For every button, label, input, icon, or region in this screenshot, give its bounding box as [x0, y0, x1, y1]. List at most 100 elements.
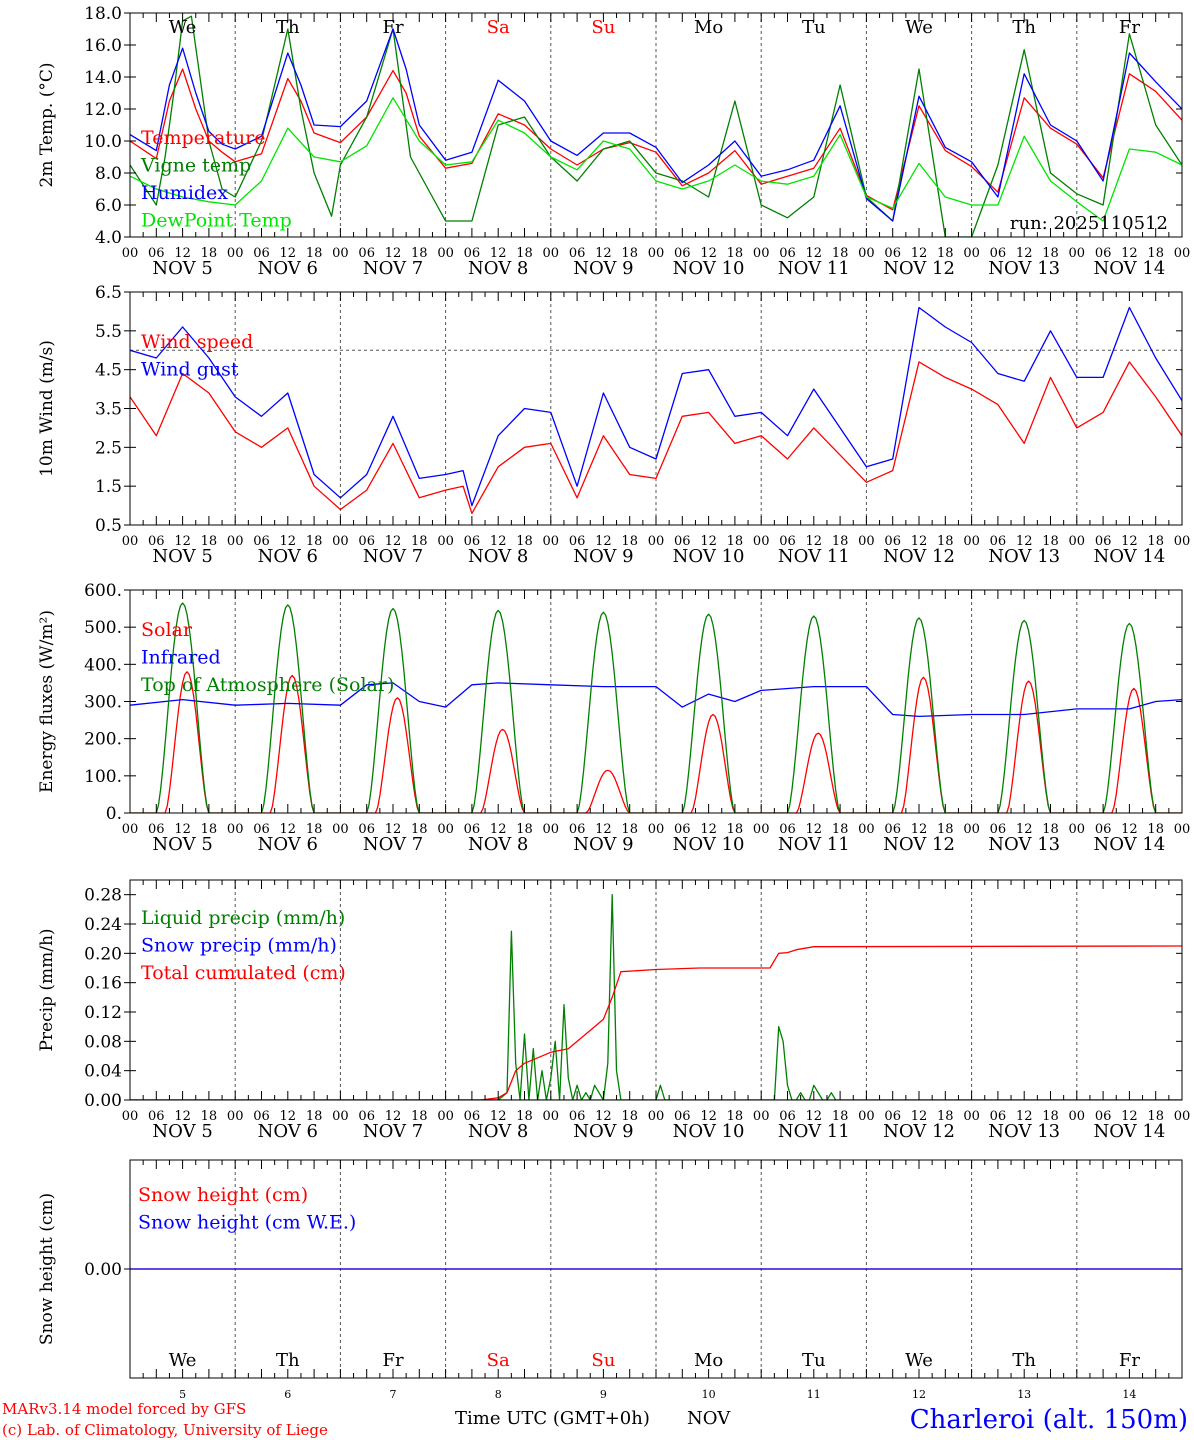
hour-label: 00: [753, 534, 770, 549]
hour-label: 06: [990, 534, 1007, 549]
hour-label: 12: [1121, 822, 1138, 837]
hour-label: 12: [911, 534, 928, 549]
hour-label: 18: [937, 534, 954, 549]
hour-label: 12: [595, 822, 612, 837]
date-label: NOV 9: [573, 258, 633, 279]
date-label: NOV 9: [573, 834, 633, 855]
hour-label: 06: [779, 822, 796, 837]
hour-label: 06: [358, 534, 375, 549]
hour-label: 00: [1174, 1109, 1191, 1124]
legend-entry: Total cumulated (cm): [141, 962, 346, 984]
legend-entry: Snow height (cm W.E.): [138, 1212, 356, 1234]
hour-label: 18: [306, 1109, 323, 1124]
hour-label: 00: [227, 1109, 244, 1124]
hour-label: 12: [911, 822, 928, 837]
y-tick-label: 3.5: [95, 400, 122, 420]
hour-label: 00: [332, 246, 349, 261]
hour-label: 06: [884, 534, 901, 549]
hour-label: 18: [1042, 1109, 1059, 1124]
hour-label: 00: [437, 822, 454, 837]
hour-label: 00: [1174, 534, 1191, 549]
legend-entry: Liquid precip (mm/h): [141, 907, 345, 929]
hour-label: 00: [963, 246, 980, 261]
date-label: NOV 9: [573, 546, 633, 567]
hour-label: 06: [148, 246, 165, 261]
y-tick-label: 5.5: [95, 322, 122, 342]
hour-label: 06: [253, 534, 270, 549]
hour-label: 00: [1069, 822, 1086, 837]
series-group-flux: [130, 602, 1182, 813]
hour-label: 12: [385, 534, 402, 549]
date-label: NOV 8: [468, 546, 528, 567]
hour-label: 12: [806, 534, 823, 549]
hour-label: 06: [1095, 1109, 1112, 1124]
hour-label: 06: [358, 822, 375, 837]
date-label: NOV 10: [673, 546, 745, 567]
legend-entry: Snow precip (mm/h): [141, 935, 337, 957]
y-tick-label: 400.: [84, 655, 122, 675]
hour-label: 18: [201, 822, 218, 837]
hour-label: 06: [358, 1109, 375, 1124]
hour-label: 06: [253, 1109, 270, 1124]
y-tick-label: 0.5: [95, 516, 122, 536]
legend-entry: Top of Atmosphere (Solar): [141, 674, 394, 696]
hour-label: 06: [569, 1109, 586, 1124]
hour-label: 18: [411, 822, 428, 837]
hour-label: 12: [806, 246, 823, 261]
hour-label: 00: [753, 1109, 770, 1124]
hour-label: 18: [411, 1109, 428, 1124]
hour-label: 06: [779, 534, 796, 549]
hour-label: 18: [516, 822, 533, 837]
hour-label: 00: [648, 534, 665, 549]
weekday-label: Su: [591, 1350, 615, 1371]
y-tick-label: 6.0: [95, 196, 122, 216]
hour-label: 06: [358, 246, 375, 261]
hour-label: 06: [674, 534, 691, 549]
date-label: NOV 10: [673, 1121, 745, 1142]
frames-layer: [124, 12, 1183, 1379]
hour-label: 00: [227, 534, 244, 549]
hour-label: 06: [148, 1109, 165, 1124]
hour-label: 12: [700, 1109, 717, 1124]
hour-label: 06: [990, 1109, 1007, 1124]
hour-label: 00: [122, 246, 139, 261]
date-label: NOV 13: [988, 546, 1060, 567]
hour-label: 12: [806, 822, 823, 837]
hour-label: 12: [700, 534, 717, 549]
hour-label: 12: [490, 1109, 507, 1124]
hour-label: 12: [1121, 246, 1138, 261]
hour-label: 06: [569, 534, 586, 549]
hour-label: 00: [1174, 822, 1191, 837]
legend-entry: Wind speed: [141, 331, 253, 353]
hour-label: 18: [727, 822, 744, 837]
y-tick-label: 0.12: [84, 1003, 122, 1023]
y-tick-label: 0.16: [84, 974, 122, 994]
day-number: 12: [912, 1388, 926, 1401]
panel-frame-flux: [129, 589, 1183, 814]
hour-label: 06: [779, 1109, 796, 1124]
weekday-label: Sa: [487, 1350, 510, 1371]
day-number: 6: [284, 1388, 291, 1401]
hour-label: 18: [727, 534, 744, 549]
weekday-label: Mo: [694, 1350, 723, 1371]
hour-label: 12: [280, 1109, 297, 1124]
date-label: NOV 13: [988, 834, 1060, 855]
hour-label: 00: [122, 822, 139, 837]
hour-label: 12: [595, 1109, 612, 1124]
footer-lab: (c) Lab. of Climatology, University of L…: [2, 1421, 328, 1439]
hour-label: 00: [543, 534, 560, 549]
hour-label: 06: [1095, 822, 1112, 837]
y-axis-title: Snow height (cm): [37, 1193, 57, 1345]
series-line-wind-speed: [130, 361, 1182, 515]
hour-label: 00: [753, 246, 770, 261]
hour-label: 00: [648, 822, 665, 837]
y-tick-label: 0.08: [84, 1032, 122, 1052]
date-label: NOV 11: [778, 834, 850, 855]
hour-label: 18: [727, 1109, 744, 1124]
hour-label: 18: [727, 246, 744, 261]
hour-label: 12: [1121, 534, 1138, 549]
weekday-label: We: [905, 17, 933, 38]
series-line-infrared: [130, 682, 1182, 718]
y-tick-label: 0.04: [84, 1062, 122, 1082]
y-tick-label: 0.00: [84, 1260, 122, 1280]
